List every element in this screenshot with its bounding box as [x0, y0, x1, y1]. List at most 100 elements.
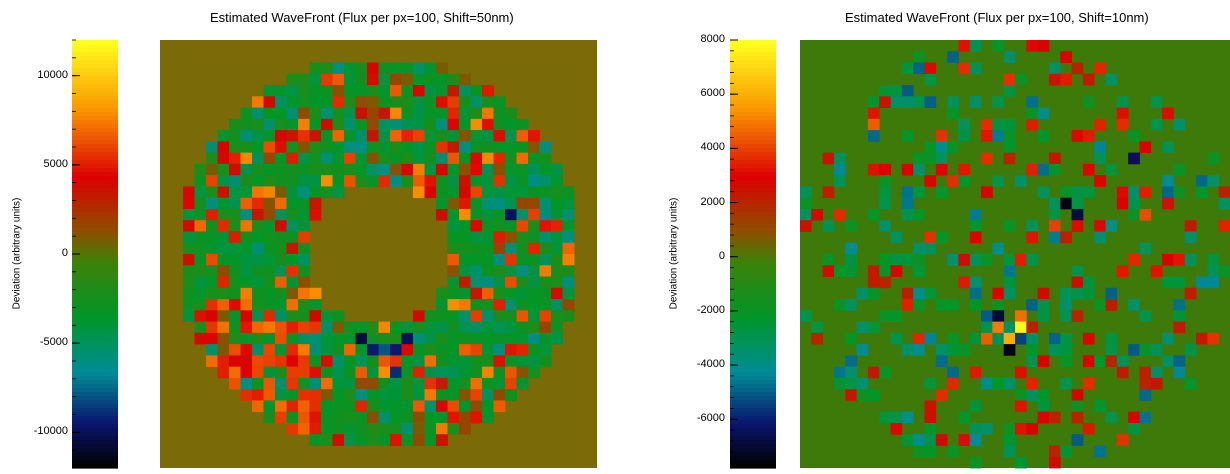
heatmap-cell — [390, 321, 402, 334]
heatmap-cell — [229, 310, 241, 322]
heatmap-cell — [390, 152, 402, 165]
heatmap-cell — [822, 186, 835, 199]
colorbar-segment — [730, 80, 776, 85]
heatmap-cell — [947, 51, 959, 63]
heatmap-cell — [344, 152, 356, 165]
heatmap-cell — [459, 186, 471, 199]
heatmap-cell — [856, 344, 869, 356]
heatmap-cell — [183, 276, 195, 289]
colorbar-segment — [72, 400, 118, 405]
heatmap-cell — [401, 355, 414, 368]
heatmap-cell — [413, 310, 425, 322]
colorbar-segment — [72, 408, 118, 413]
heatmap-cell — [935, 152, 948, 165]
heatmap-cell — [332, 310, 345, 322]
heatmap-cell — [981, 118, 993, 131]
colorbar-segment — [730, 192, 776, 197]
heatmap-cell — [298, 186, 310, 199]
heatmap-cell — [1003, 287, 1016, 300]
heatmap-cell — [355, 422, 368, 435]
colorbar-segment — [730, 360, 776, 365]
heatmap-cell — [229, 175, 241, 187]
heatmap-cell — [367, 118, 379, 131]
heatmap-cell — [355, 152, 368, 165]
heatmap-cell — [1218, 265, 1230, 277]
heatmap-cell — [935, 231, 948, 244]
heatmap-cell — [992, 377, 1005, 390]
colorbar-segment — [72, 100, 118, 105]
heatmap-cell — [436, 344, 448, 356]
colorbar-segment — [730, 452, 776, 457]
heatmap-cell — [505, 163, 517, 176]
colorbar-segment — [72, 208, 118, 213]
heatmap-cell — [309, 73, 322, 86]
heatmap-cell — [378, 411, 391, 424]
heatmap-cell — [401, 344, 414, 356]
heatmap-cell — [1037, 163, 1050, 176]
heatmap-cell — [1071, 208, 1084, 221]
heatmap-cell — [1162, 355, 1174, 368]
heatmap-cell — [378, 332, 391, 345]
colorbar-segment — [72, 248, 118, 253]
heatmap-cell — [332, 73, 345, 86]
heatmap-cell — [459, 220, 471, 232]
colorbar-tick-label: -2000 — [696, 303, 725, 316]
heatmap-cell — [413, 434, 425, 446]
colorbar-segment — [730, 228, 776, 233]
heatmap-cell — [493, 242, 506, 255]
heatmap-cell — [505, 321, 517, 334]
heatmap-cell — [528, 366, 540, 379]
heatmap-cell — [969, 299, 982, 311]
colorbar-segment — [730, 348, 776, 353]
heatmap-cell — [309, 197, 322, 210]
colorbar-segment — [730, 292, 776, 297]
heatmap-cell — [459, 389, 471, 401]
heatmap-cell — [1173, 118, 1186, 131]
colorbar-segment — [730, 352, 776, 357]
heatmap-cell — [263, 242, 276, 255]
heatmap-cell — [505, 377, 517, 390]
heatmap-cell — [286, 186, 299, 199]
heatmap-cell — [1105, 299, 1118, 311]
heatmap-cell — [1003, 85, 1016, 97]
colorbar-segment — [72, 312, 118, 317]
heatmap-cell — [867, 163, 880, 176]
heatmap-cell — [332, 321, 345, 334]
heatmap-cell — [309, 299, 322, 311]
heatmap-cell — [252, 152, 264, 165]
heatmap-cell — [470, 197, 483, 210]
heatmap-cell — [867, 130, 880, 142]
heatmap-cell — [436, 355, 448, 368]
heatmap-cell — [482, 208, 494, 221]
heatmap-cell — [309, 175, 322, 187]
heatmap-cell — [958, 118, 971, 131]
heatmap-cell — [298, 310, 310, 322]
heatmap-cell — [240, 130, 253, 142]
heatmap-cell — [217, 141, 230, 154]
heatmap-cell — [459, 332, 471, 345]
heatmap-cell — [401, 400, 414, 413]
heatmap-cell — [263, 163, 276, 176]
heatmap-cell — [286, 208, 299, 221]
heatmap-cell — [378, 175, 391, 187]
heatmap-cell — [240, 197, 253, 210]
heatmap-cell — [1003, 332, 1016, 345]
heatmap-cell — [401, 62, 414, 75]
heatmap-cell — [516, 287, 529, 300]
heatmap-cell — [879, 163, 891, 176]
heatmap-cell — [935, 186, 948, 199]
heatmap-cell — [298, 107, 310, 120]
heatmap-cell — [470, 96, 483, 108]
heatmap-cell — [470, 118, 483, 131]
heatmap-cell — [344, 434, 356, 446]
heatmap-cell — [1116, 265, 1129, 277]
heatmap-cell — [493, 287, 506, 300]
heatmap-cell — [217, 321, 230, 334]
heatmap-cell — [206, 299, 218, 311]
heatmap-cell — [890, 254, 903, 266]
heatmap-cell — [206, 197, 218, 210]
heatmap-cell — [321, 422, 333, 435]
heatmap-cell — [286, 400, 299, 413]
heatmap-cell — [252, 377, 264, 390]
heatmap-cell — [298, 231, 310, 244]
